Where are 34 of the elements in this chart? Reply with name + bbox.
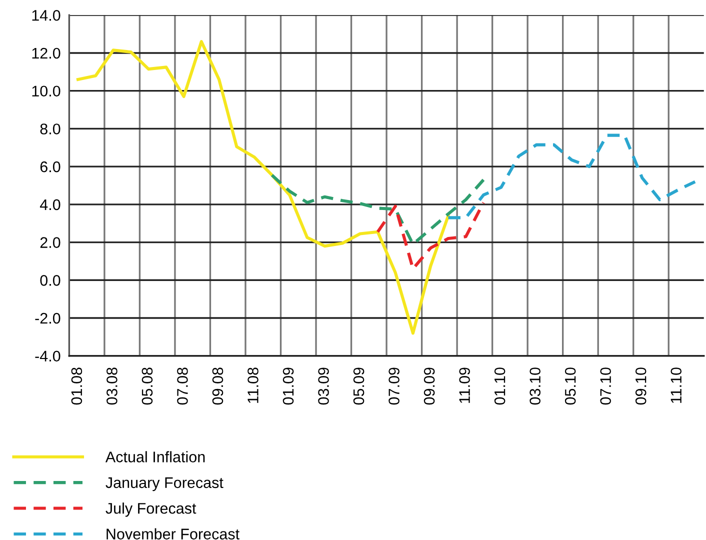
line-series [76, 40, 450, 335]
x-tick-label: 01.08 [71, 368, 82, 405]
y-tick-label: 0.0 [40, 275, 60, 286]
legend-label: January Forecast [106, 477, 224, 492]
x-tick-label: 05.10 [564, 368, 576, 405]
x-tick-label: 01.09 [282, 368, 294, 405]
y-tick-label: 2.0 [40, 237, 60, 248]
x-tick-label: 07.10 [600, 368, 612, 405]
x-tick-label: 05.09 [353, 368, 364, 405]
x-tick-label: 09.10 [635, 368, 646, 405]
y-tick-label: 14.0 [32, 10, 60, 21]
x-tick-label: 11.08 [248, 368, 258, 403]
legend-label: November Forecast [106, 528, 240, 540]
x-tick-label: 03.08 [106, 368, 118, 405]
y-tick-label: -4.0 [35, 350, 60, 362]
x-tick-label: 11.09 [459, 368, 470, 403]
x-tick-label: 07.09 [388, 368, 400, 405]
x-tick-label: 09.09 [424, 368, 435, 405]
x-tick-label: 03.10 [530, 368, 540, 405]
y-tick-label: 12.0 [32, 48, 60, 59]
x-tick-label: 05.08 [142, 368, 153, 405]
x-tick-label: 03.09 [318, 368, 329, 405]
y-tick-label: 4.0 [40, 199, 60, 210]
x-tick-label: 01.10 [494, 368, 506, 405]
y-tick-label: 6.0 [40, 161, 60, 172]
y-tick-label: -2.0 [35, 312, 60, 324]
x-tick-label: 09.08 [212, 368, 224, 405]
line-series [446, 134, 697, 220]
y-tick-label: 10.0 [32, 86, 60, 97]
legend-label: July Forecast [106, 502, 196, 517]
y-tick-label: 8.0 [40, 124, 60, 134]
legend-label: Actual Inflation [105, 451, 205, 462]
x-tick-label: 07.08 [177, 368, 188, 405]
x-tick-label: 11.10 [670, 368, 682, 403]
